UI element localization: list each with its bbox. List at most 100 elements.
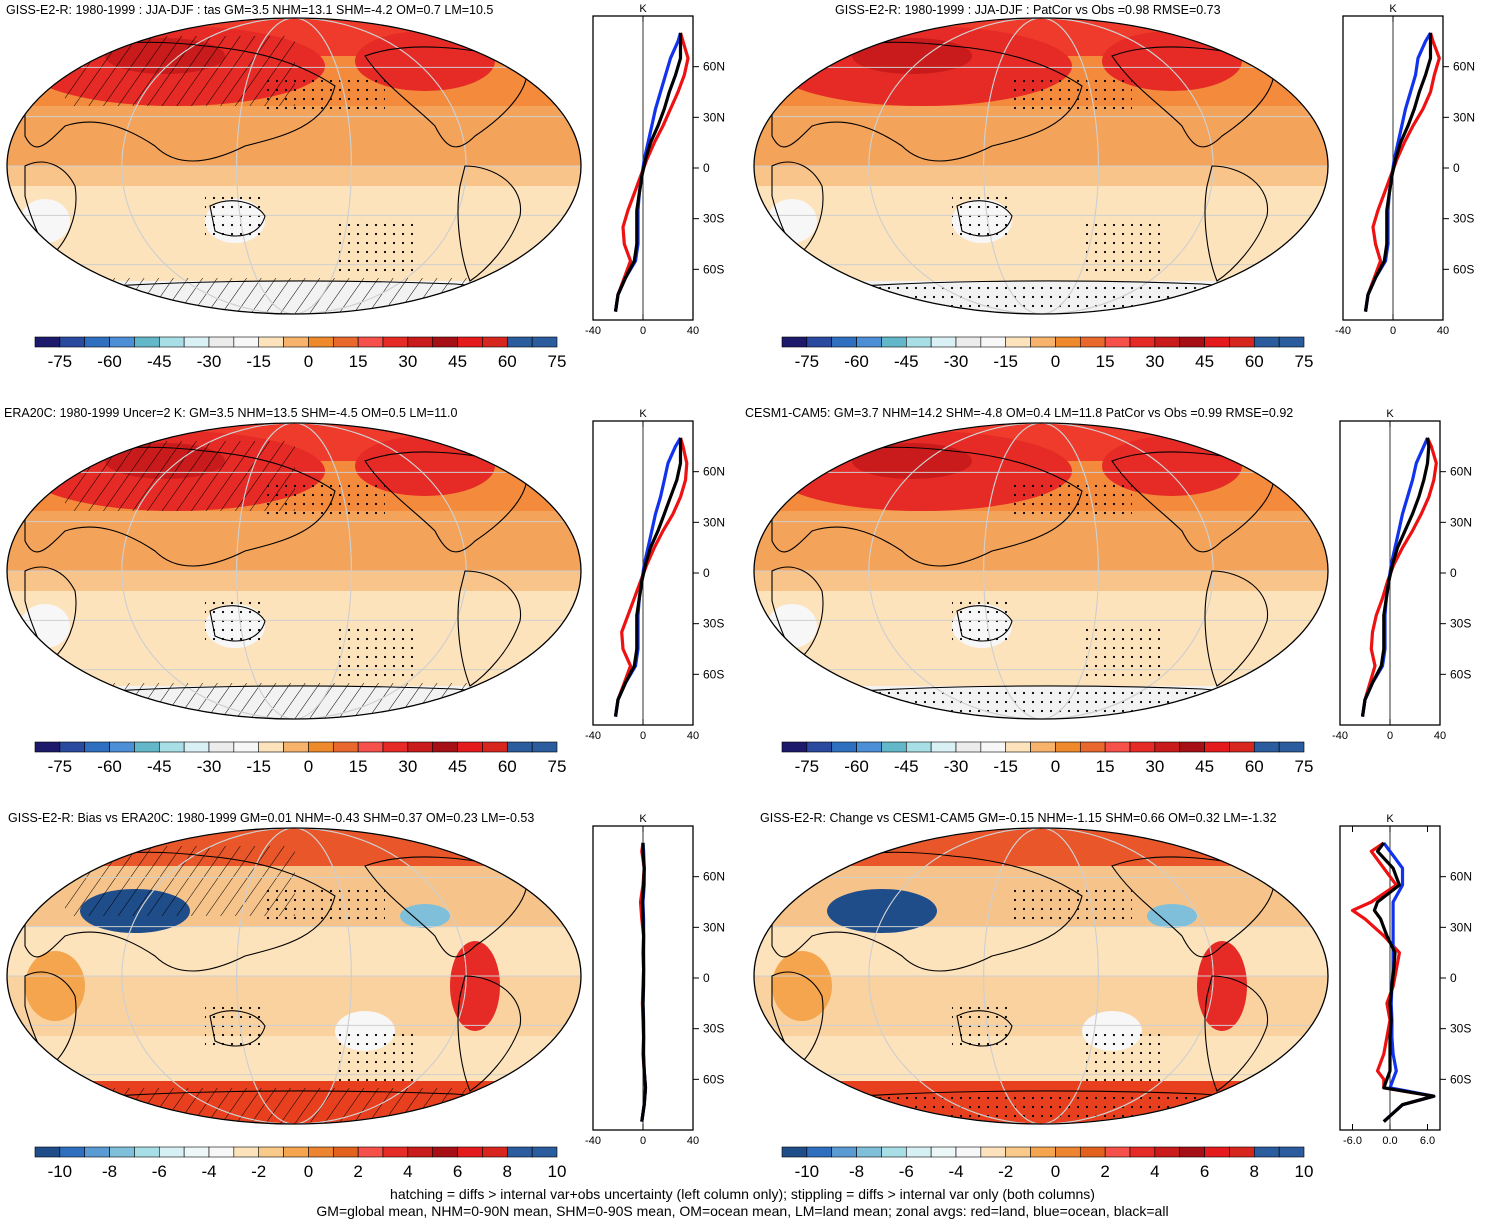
- zonal-plot-change: K -6.0 0.0 6.0 60N 30N 0 30S 60S: [1339, 813, 1472, 1147]
- colorbar-label: -2: [998, 1162, 1013, 1181]
- colorbar-label: 0: [304, 757, 313, 776]
- colorbar-swatch: [382, 741, 409, 753]
- zonal-lat-label: 30S: [1450, 617, 1471, 631]
- colorbar-swatch: [856, 1146, 882, 1158]
- colorbar-label: 0: [304, 1162, 313, 1181]
- colorbar-swatch: [34, 336, 61, 348]
- coast-namerica: [1111, 856, 1275, 958]
- graticule-lon: [983, 828, 1099, 1124]
- map-panel-giss-patcor: [753, 17, 1329, 315]
- colorbar-swatch: [134, 336, 160, 348]
- colorbar-swatch: [531, 1146, 558, 1158]
- colorbar-swatch: [332, 1146, 359, 1158]
- colorbar-bias: -10 -8 -6 -4 -2 0 2 4 6 8 10: [34, 1146, 566, 1181]
- colorbar-swatch: [59, 336, 86, 348]
- colorbar-label: 2: [353, 1162, 362, 1181]
- colorbar-swatch: [1253, 336, 1280, 348]
- stipple-overlay: [1012, 886, 1132, 926]
- colorbar-swatch: [930, 741, 957, 753]
- colorbar-swatch: [1278, 741, 1305, 753]
- colorbar-swatch: [980, 1146, 1007, 1158]
- colorbar-label: -4: [201, 1162, 216, 1181]
- colorbar-swatch: [1005, 1146, 1031, 1158]
- colorbar-swatch: [308, 1146, 334, 1158]
- colorbar-swatch: [134, 741, 160, 753]
- zonal-lat-label: 30S: [703, 212, 724, 226]
- coast-samerica: [457, 975, 522, 1092]
- coast-africa: [24, 971, 77, 1067]
- zonal-lat-label: 60S: [1450, 667, 1471, 681]
- colorbar-swatch: [781, 336, 808, 348]
- zonal-series-all: [613, 32, 683, 312]
- colorbar-swatch: [1229, 336, 1255, 348]
- colorbar-swatch: [158, 1146, 185, 1158]
- colorbar-swatch: [806, 336, 833, 348]
- zonal-lat-label: 30N: [1453, 110, 1475, 124]
- colorbar-swatch: [59, 741, 86, 753]
- stipple-overlay: [754, 686, 1328, 719]
- colorbar-swatch: [1154, 741, 1181, 753]
- colorbar-label: -6: [899, 1162, 914, 1181]
- colorbar-swatch: [1030, 336, 1056, 348]
- colorbar-swatch: [905, 741, 932, 753]
- colorbar-swatch: [258, 1146, 284, 1158]
- warm-region-namerica: [1102, 436, 1242, 496]
- colorbar-swatch: [1278, 336, 1305, 348]
- coast-africa: [771, 161, 824, 257]
- colorbar-swatch: [84, 336, 110, 348]
- map-panel-bias: [6, 827, 582, 1125]
- zonal-x-tick-label: 0: [1390, 325, 1396, 337]
- colorbar-label: -60: [97, 757, 122, 776]
- map-panel-change: [753, 827, 1329, 1125]
- zonal-lat-label: 60S: [703, 262, 724, 276]
- colorbar-swatch: [482, 336, 508, 348]
- colorbar-swatch: [1079, 741, 1106, 753]
- zonal-plot-era20c: K -40 0 40 60N 30N 0 30S 60S: [585, 408, 725, 742]
- colorbar-swatch: [357, 741, 384, 753]
- colorbar-label: 8: [503, 1162, 512, 1181]
- warm-bias-africa: [25, 951, 85, 1021]
- graticule-lon: [236, 423, 352, 719]
- colorbar-swatch: [506, 336, 533, 348]
- zonal-x-tick-label: -40: [1332, 730, 1348, 742]
- map-frame: [753, 17, 1329, 315]
- zonal-lat-label: 0: [703, 161, 710, 175]
- colorbar-era20c: -75 -60 -45 -30 -15 0 15 30 45 60 75: [34, 741, 566, 776]
- colorbar-swatch: [881, 1146, 907, 1158]
- colorbar-label: 0: [1051, 757, 1060, 776]
- colorbar-swatch: [382, 336, 409, 348]
- zonal-series-all: [1372, 841, 1436, 1123]
- colorbar-label: 0: [1051, 352, 1060, 371]
- colorbar-swatch: [208, 741, 235, 753]
- colorbar-swatch: [881, 741, 907, 753]
- coast-namerica: [364, 856, 528, 958]
- colorbar-label: 4: [1150, 1162, 1159, 1181]
- cold-bias-namerica: [400, 904, 450, 928]
- zonal-lat-label: 30N: [1450, 515, 1472, 529]
- zonal-lat-label: 30N: [703, 920, 725, 934]
- coast-australia: [209, 605, 266, 642]
- lat-band: [7, 591, 581, 686]
- colorbar-swatch: [457, 1146, 483, 1158]
- colorbar-swatch: [332, 741, 359, 753]
- zonal-x-tick-label: 40: [687, 730, 699, 742]
- colorbar-label: 45: [448, 352, 467, 371]
- colorbar-swatch: [233, 1146, 260, 1158]
- zonal-x-tick-label: -40: [585, 1135, 601, 1147]
- zonal-lat-label: 0: [1453, 161, 1460, 175]
- zonal-lat-label: 30S: [703, 617, 724, 631]
- colorbar-label: 45: [1195, 352, 1214, 371]
- colorbar-swatch: [59, 1146, 86, 1158]
- zonal-plot-giss-seasonal: K -40 0 40 60N 30N 0 30S 60S: [585, 3, 725, 337]
- colorbar-swatch: [482, 1146, 508, 1158]
- colorbar-label: -8: [102, 1162, 117, 1181]
- colorbar-swatch: [980, 741, 1007, 753]
- colorbar-label: -60: [844, 757, 869, 776]
- colorbar-swatch: [432, 741, 458, 753]
- colorbar-swatch: [1030, 1146, 1056, 1158]
- coast-africa: [771, 971, 824, 1067]
- warm-core: [852, 38, 972, 74]
- colorbar-swatch: [1079, 336, 1106, 348]
- colorbar-swatch: [781, 1146, 808, 1158]
- coast-australia: [956, 1010, 1013, 1047]
